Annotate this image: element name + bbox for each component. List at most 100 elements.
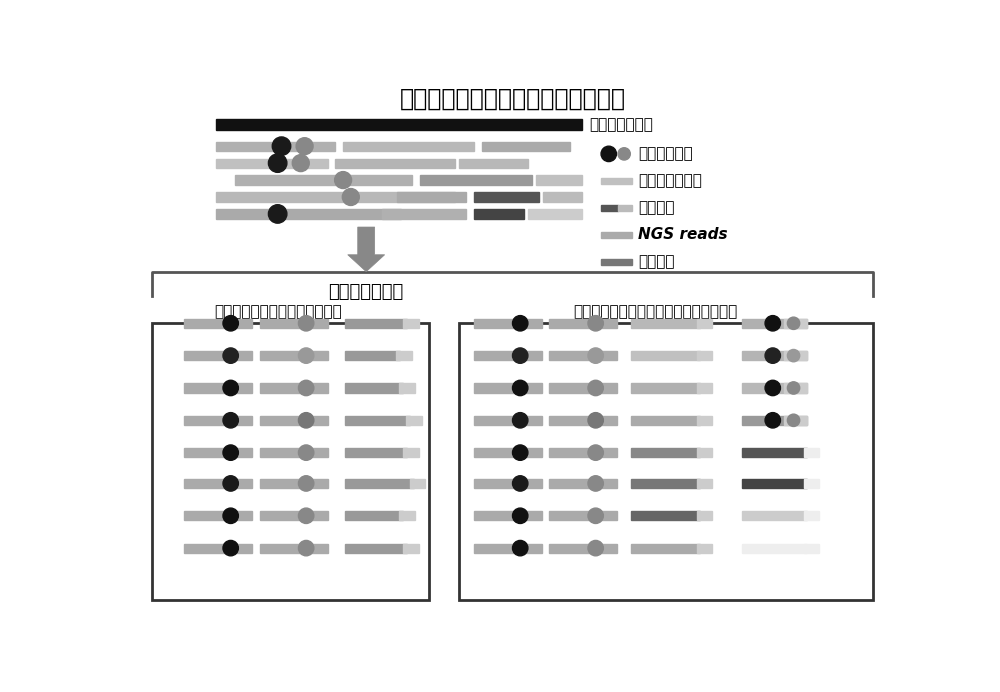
Circle shape [588, 540, 603, 556]
Circle shape [765, 412, 780, 428]
Circle shape [588, 412, 603, 428]
Text: 传统方法（单独考查每个突变）: 传统方法（单独考查每个突变） [214, 304, 342, 319]
Bar [549, 448, 617, 457]
Bar [631, 383, 700, 392]
Bar [260, 543, 328, 553]
Bar [459, 323, 873, 601]
Bar [742, 351, 807, 361]
Bar [549, 383, 617, 392]
Bar [382, 209, 466, 219]
Bar [260, 318, 328, 328]
Circle shape [588, 445, 603, 460]
Bar [184, 416, 252, 425]
Bar [474, 351, 542, 361]
Circle shape [223, 412, 238, 428]
Circle shape [512, 475, 528, 491]
Circle shape [765, 316, 780, 331]
Bar [403, 448, 419, 457]
Bar [742, 511, 807, 520]
Bar [742, 383, 807, 392]
Bar [549, 543, 617, 553]
Bar [784, 383, 807, 392]
Circle shape [223, 475, 238, 491]
Bar [184, 318, 252, 328]
Bar [618, 205, 632, 211]
Bar [549, 479, 617, 488]
Circle shape [588, 475, 603, 491]
Circle shape [618, 147, 630, 160]
Bar [631, 416, 700, 425]
Circle shape [588, 348, 603, 363]
Bar [399, 511, 415, 520]
Circle shape [268, 154, 287, 172]
Bar [549, 318, 617, 328]
Bar [184, 543, 252, 553]
Bar [410, 479, 425, 488]
Circle shape [268, 205, 287, 224]
Bar [184, 351, 252, 361]
Circle shape [512, 348, 528, 363]
Bar [784, 416, 807, 425]
Bar [528, 209, 582, 219]
Bar [345, 351, 400, 361]
Bar [260, 416, 328, 425]
Bar [345, 448, 407, 457]
Bar [631, 479, 700, 488]
Bar [697, 383, 712, 392]
Bar [549, 416, 617, 425]
Bar [697, 416, 712, 425]
Bar [474, 192, 539, 201]
Circle shape [298, 348, 314, 363]
Bar [216, 158, 328, 167]
Bar [474, 448, 542, 457]
Circle shape [588, 381, 603, 396]
Text: 构建新生多肽库: 构建新生多肽库 [329, 284, 404, 302]
Bar [260, 479, 328, 488]
Bar [345, 318, 407, 328]
Bar [260, 448, 328, 457]
Bar [184, 479, 252, 488]
Text: 多肽序列: 多肽序列 [638, 254, 675, 269]
Bar [260, 511, 328, 520]
Bar [804, 479, 819, 488]
Circle shape [335, 172, 352, 188]
Bar [474, 511, 542, 520]
Bar [804, 448, 819, 457]
Bar [784, 351, 807, 361]
Circle shape [298, 540, 314, 556]
Bar [742, 318, 807, 328]
Circle shape [787, 349, 800, 362]
Bar [804, 543, 819, 553]
Bar [804, 511, 819, 520]
Bar [260, 383, 328, 392]
Bar [216, 192, 455, 201]
Bar [335, 158, 455, 167]
Bar [631, 448, 700, 457]
Circle shape [292, 154, 309, 172]
Bar [403, 318, 419, 328]
Bar [784, 318, 807, 328]
Bar [235, 176, 412, 185]
Circle shape [765, 348, 780, 363]
Text: 非同义点突变: 非同义点突变 [638, 147, 693, 161]
Bar [631, 543, 700, 553]
Circle shape [296, 138, 313, 154]
Text: 本发明方法（考查多突变以及基因融合）: 本发明方法（考查多突变以及基因融合） [573, 304, 737, 319]
Bar [536, 176, 582, 185]
Bar [396, 351, 412, 361]
Bar [697, 448, 712, 457]
Circle shape [512, 412, 528, 428]
Bar [601, 259, 632, 265]
Bar [345, 511, 403, 520]
Circle shape [787, 414, 800, 426]
Bar [260, 351, 328, 361]
Circle shape [272, 137, 291, 156]
Bar [399, 383, 415, 392]
Bar [345, 383, 403, 392]
Bar [474, 479, 542, 488]
Circle shape [298, 508, 314, 523]
Bar [742, 416, 807, 425]
Bar [343, 142, 474, 151]
Bar [697, 479, 712, 488]
Bar [459, 158, 528, 167]
